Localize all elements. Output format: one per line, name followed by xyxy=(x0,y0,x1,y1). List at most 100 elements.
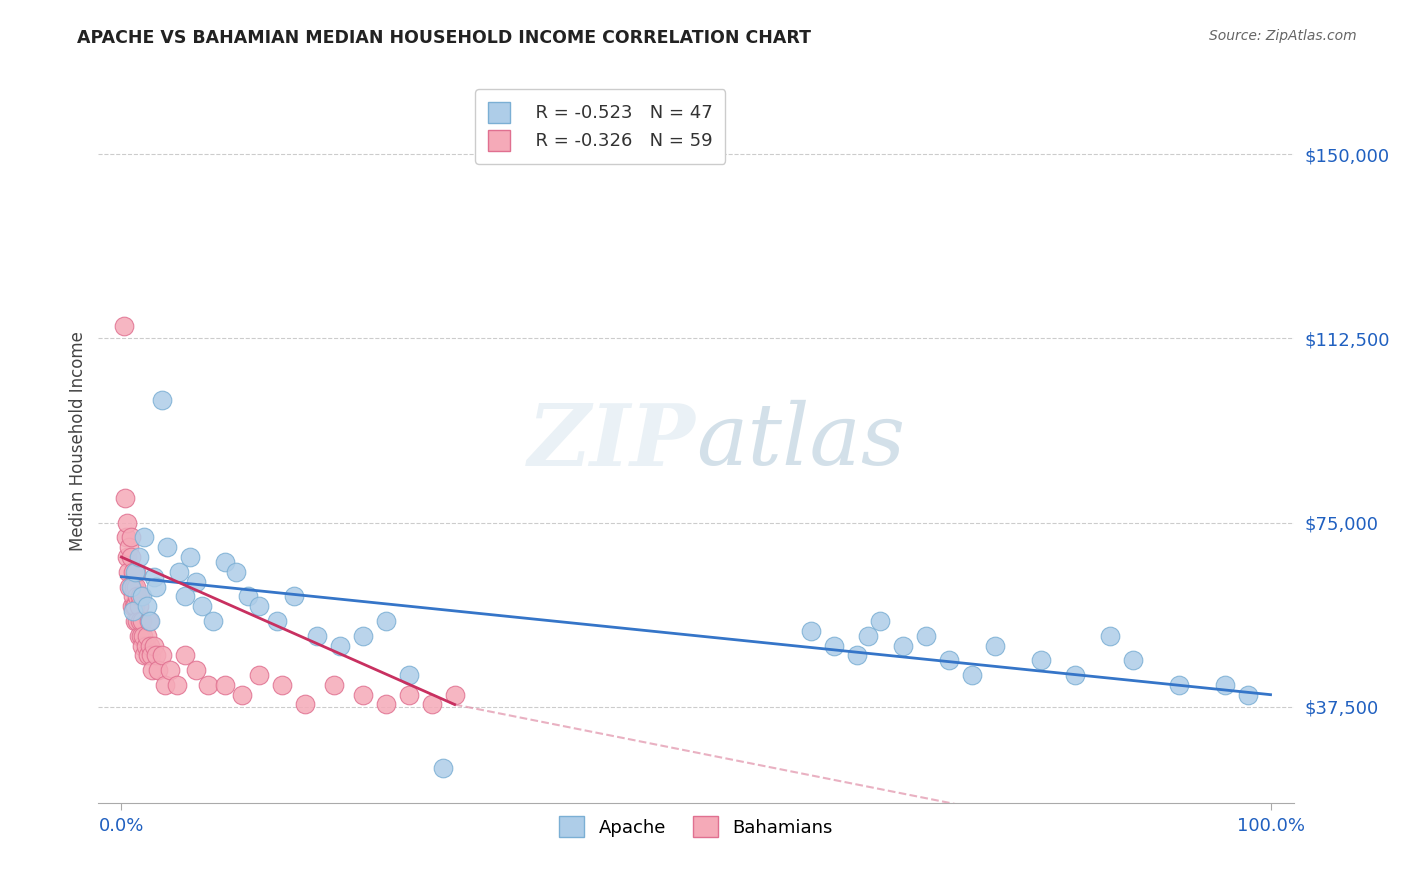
Point xyxy=(323,678,346,692)
Point xyxy=(283,590,305,604)
Point xyxy=(845,648,868,663)
Point xyxy=(112,319,135,334)
Point xyxy=(150,392,173,407)
Point xyxy=(139,614,162,628)
Point xyxy=(131,614,153,628)
Text: atlas: atlas xyxy=(696,401,905,483)
Point xyxy=(159,663,181,677)
Point xyxy=(124,599,146,614)
Point xyxy=(197,678,219,692)
Point xyxy=(121,580,143,594)
Point xyxy=(142,570,165,584)
Y-axis label: Median Household Income: Median Household Income xyxy=(69,332,87,551)
Point xyxy=(938,653,960,667)
Point xyxy=(135,599,157,614)
Point xyxy=(1213,678,1236,692)
Point xyxy=(184,663,207,677)
Point xyxy=(145,648,167,663)
Point xyxy=(128,599,150,614)
Point xyxy=(984,639,1007,653)
Point xyxy=(305,629,328,643)
Point xyxy=(1098,629,1121,643)
Point xyxy=(1236,688,1258,702)
Point xyxy=(173,648,195,663)
Point xyxy=(153,678,176,692)
Point xyxy=(115,530,138,544)
Point xyxy=(135,629,157,643)
Point xyxy=(148,663,170,677)
Point xyxy=(139,639,162,653)
Point xyxy=(179,549,201,564)
Point xyxy=(214,678,236,692)
Point xyxy=(432,761,454,775)
Point xyxy=(191,599,214,614)
Point xyxy=(352,688,374,702)
Point xyxy=(136,648,159,663)
Point xyxy=(128,629,150,643)
Point xyxy=(134,530,156,544)
Point xyxy=(247,668,270,682)
Point xyxy=(800,624,823,638)
Point xyxy=(352,629,374,643)
Point xyxy=(247,599,270,614)
Point xyxy=(225,565,247,579)
Point xyxy=(266,614,288,628)
Point xyxy=(132,629,155,643)
Point xyxy=(145,580,167,594)
Point xyxy=(128,590,150,604)
Point xyxy=(117,565,139,579)
Point xyxy=(122,565,145,579)
Point xyxy=(115,516,138,530)
Point xyxy=(271,678,294,692)
Point xyxy=(374,698,396,712)
Point xyxy=(420,698,443,712)
Point xyxy=(129,629,152,643)
Point xyxy=(128,549,150,564)
Point xyxy=(294,698,316,712)
Point xyxy=(960,668,983,682)
Point xyxy=(150,648,173,663)
Point xyxy=(121,599,143,614)
Point xyxy=(1167,678,1189,692)
Point xyxy=(374,614,396,628)
Point xyxy=(120,549,142,564)
Point xyxy=(398,688,420,702)
Point xyxy=(118,580,141,594)
Point xyxy=(125,565,148,579)
Point xyxy=(131,590,153,604)
Point xyxy=(138,614,160,628)
Point xyxy=(891,639,914,653)
Point xyxy=(114,491,136,505)
Point xyxy=(122,599,145,614)
Text: ZIP: ZIP xyxy=(529,400,696,483)
Point xyxy=(398,668,420,682)
Legend: Apache, Bahamians: Apache, Bahamians xyxy=(551,809,841,845)
Point xyxy=(231,688,253,702)
Text: Source: ZipAtlas.com: Source: ZipAtlas.com xyxy=(1209,29,1357,44)
Point xyxy=(167,565,190,579)
Point xyxy=(127,590,149,604)
Point xyxy=(122,604,145,618)
Point xyxy=(823,639,845,653)
Point xyxy=(125,580,148,594)
Point xyxy=(118,540,141,554)
Point xyxy=(166,678,188,692)
Point xyxy=(236,590,259,604)
Point xyxy=(1029,653,1052,667)
Point xyxy=(122,580,145,594)
Point xyxy=(173,590,195,604)
Point xyxy=(184,574,207,589)
Point xyxy=(115,549,138,564)
Point xyxy=(214,555,236,569)
Point xyxy=(443,688,465,702)
Point xyxy=(156,540,179,554)
Point xyxy=(124,565,146,579)
Point xyxy=(135,639,157,653)
Point xyxy=(141,648,163,663)
Text: APACHE VS BAHAMIAN MEDIAN HOUSEHOLD INCOME CORRELATION CHART: APACHE VS BAHAMIAN MEDIAN HOUSEHOLD INCO… xyxy=(77,29,811,47)
Point xyxy=(122,590,145,604)
Point xyxy=(120,530,142,544)
Point xyxy=(124,614,146,628)
Point xyxy=(134,648,156,663)
Point xyxy=(141,663,163,677)
